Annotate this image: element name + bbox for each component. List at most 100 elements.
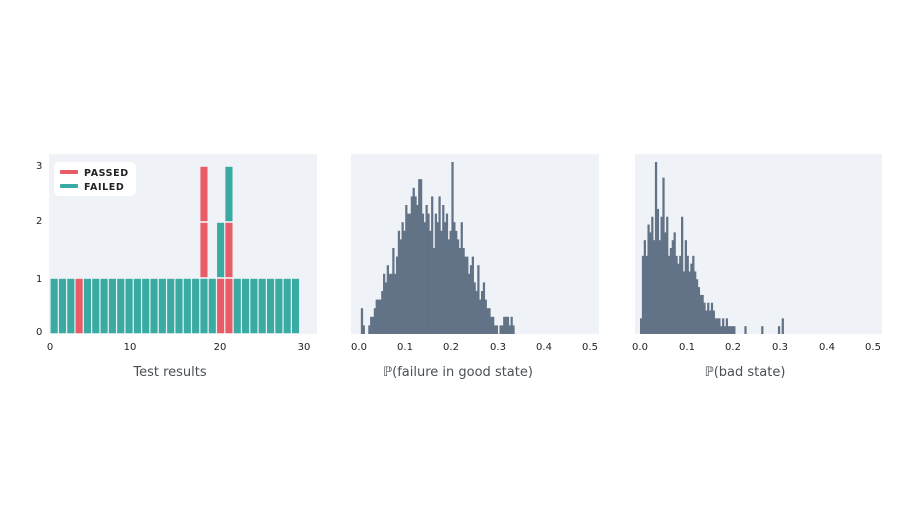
histogram-bar [386, 265, 389, 334]
histogram-bar [440, 230, 443, 334]
x-axis-title: Test results [132, 365, 207, 380]
histogram-bar [493, 325, 497, 334]
histogram-bar [653, 240, 656, 334]
bar-failed [50, 278, 58, 334]
x-tick-label: 30 [298, 342, 311, 353]
histogram-bar [455, 230, 458, 334]
x-tick-label: 0.0 [632, 342, 648, 353]
histogram-bar [429, 230, 432, 334]
histogram-bar [405, 205, 408, 334]
histogram-bar [399, 239, 402, 334]
histogram-bar [761, 326, 764, 334]
histogram-bar [673, 232, 676, 334]
bar-passed [200, 222, 208, 278]
histogram-bar [649, 232, 652, 334]
histogram-bar [475, 291, 478, 334]
x-tick-label: 0.5 [865, 342, 881, 353]
panel-failure-in-good-state: 0.0 0.1 0.2 0.3 0.4 0.5 ℙ(failure in goo… [351, 154, 599, 380]
histogram-bar [495, 325, 498, 334]
x-tick-label: 0.2 [725, 342, 741, 353]
histogram-bar [733, 326, 736, 334]
x-tick-label: 20 [214, 342, 227, 353]
histogram-bar [419, 179, 423, 334]
histogram-bar [643, 240, 646, 334]
bar-failed [100, 278, 108, 334]
histogram-bar [425, 205, 428, 334]
bar-failed [208, 278, 216, 334]
bar-failed [167, 278, 175, 334]
bar-failed [67, 278, 75, 334]
histogram-bar [408, 213, 412, 334]
histogram-bar [714, 318, 717, 334]
bar-failed [192, 278, 200, 334]
legend-swatch-failed [60, 184, 78, 188]
histogram-bar [462, 248, 465, 334]
histogram-bar [377, 299, 380, 334]
histogram-bar [444, 222, 447, 334]
histogram-bar [464, 256, 467, 334]
histogram-bar [669, 248, 673, 334]
histogram-bar [510, 316, 513, 334]
histogram-bar [375, 299, 378, 334]
bar-failed [183, 278, 191, 334]
bar-failed [225, 166, 233, 222]
histogram-bar [712, 310, 715, 334]
bar-failed [158, 278, 166, 334]
histogram-bar [453, 222, 456, 334]
bar-failed [200, 278, 208, 334]
histogram-bar [379, 299, 382, 334]
histogram-bar [716, 318, 719, 334]
histogram-bar [705, 310, 708, 334]
bar-failed [142, 278, 150, 334]
x-tick-label: 0.1 [679, 342, 695, 353]
legend-swatch-passed [60, 170, 78, 174]
histogram-bar [664, 232, 667, 334]
histogram-bar [410, 196, 413, 334]
histogram-bar [490, 316, 493, 334]
histogram-bar [371, 316, 375, 334]
histogram-bar [458, 248, 462, 334]
histogram-bar [731, 326, 734, 334]
legend-label-passed: PASSED [84, 168, 129, 179]
histogram-failure-in-good-state [360, 162, 515, 334]
histogram-bar [403, 230, 406, 334]
histogram-bar [416, 205, 419, 334]
y-axis-ticks: 0 1 2 3 [36, 161, 42, 338]
bar-failed [250, 278, 258, 334]
y-tick-label: 2 [36, 216, 42, 227]
histogram-bar [692, 255, 695, 334]
bar-failed [125, 278, 133, 334]
histogram-bar [468, 273, 471, 334]
bar-failed [258, 278, 266, 334]
histogram-bar [373, 308, 377, 334]
histogram-bar [362, 325, 365, 334]
bar-passed [217, 278, 225, 334]
histogram-bar [486, 308, 489, 334]
histogram-bar [445, 213, 449, 334]
bar-failed [275, 278, 283, 334]
histogram-bar [675, 255, 678, 334]
histogram-bar [744, 326, 747, 334]
bar-failed [92, 278, 100, 334]
histogram-bar [777, 326, 781, 334]
histogram-bar [667, 255, 671, 334]
x-tick-label: 0.1 [397, 342, 413, 353]
histogram-bar [477, 265, 480, 334]
histogram-bar [727, 326, 730, 334]
histogram-bar [438, 196, 441, 334]
x-tick-label: 0.5 [582, 342, 598, 353]
x-tick-label: 10 [124, 342, 137, 353]
x-axis-ticks: 0 10 20 30 [47, 342, 311, 353]
histogram-bar [701, 294, 704, 334]
histogram-bar [401, 222, 404, 334]
histogram-bar [720, 326, 723, 334]
histogram-bar [666, 216, 669, 334]
x-axis-ticks: 0.0 0.1 0.2 0.3 0.4 0.5 [632, 342, 881, 353]
x-tick-label: 0.4 [536, 342, 552, 353]
histogram-bad-state [640, 162, 784, 334]
histogram-bar [504, 316, 508, 334]
bar-passed [225, 222, 233, 278]
bars-test-results [50, 166, 300, 334]
histogram-bar [423, 222, 426, 334]
histogram-bar [381, 291, 384, 334]
